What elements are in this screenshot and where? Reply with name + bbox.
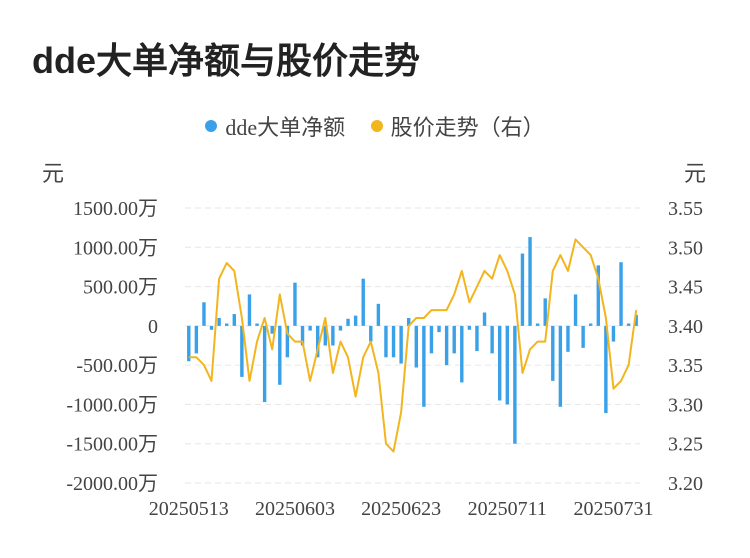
- left-tick-label: -2000.00万: [66, 473, 158, 495]
- left-axis-unit: 元: [42, 161, 65, 186]
- dde-bar: [444, 325, 449, 366]
- dde-bar: [604, 325, 608, 414]
- legend-dot-dde: [205, 120, 218, 132]
- dde-bar: [262, 325, 267, 403]
- dde-bar: [331, 325, 335, 346]
- legend-label-dde: dde大单净额: [225, 115, 346, 140]
- left-tick-label: -500.00万: [76, 355, 158, 377]
- dde-bar: [338, 325, 343, 331]
- x-tick-label: 20250603: [255, 498, 335, 520]
- dde-bar: [407, 318, 411, 326]
- dde-bar: [460, 325, 464, 383]
- dde-bar: [225, 323, 229, 326]
- dde-bar: [369, 325, 373, 342]
- dde-bar: [482, 312, 487, 326]
- dde-bar: [429, 325, 434, 354]
- left-tick-label: -1000.00万: [66, 394, 158, 416]
- dde-bar: [437, 325, 441, 333]
- dde-bar: [596, 265, 600, 326]
- left-tick-label: 1000.00万: [73, 237, 158, 259]
- dde-bar: [308, 325, 312, 331]
- legend-item-dde[interactable]: dde大单净额: [205, 110, 345, 142]
- dde-bar: [452, 325, 456, 354]
- left-tick-label: 0: [148, 316, 158, 338]
- dde-bar: [353, 315, 358, 326]
- price-line: [188, 238, 638, 453]
- dde-bar: [626, 323, 631, 326]
- dde-bar: [300, 325, 305, 346]
- dde-bar: [414, 325, 418, 368]
- left-tick-label: -1500.00万: [66, 434, 158, 456]
- x-tick-label: 20250731: [573, 498, 653, 520]
- dde-bar: [384, 325, 388, 358]
- right-tick-label: 3.20: [668, 473, 703, 495]
- dde-bar: [566, 325, 570, 352]
- dde-bar: [535, 323, 540, 326]
- dde-bar: [187, 325, 191, 362]
- dde-bar: [285, 325, 290, 358]
- dde-bar: [475, 325, 479, 351]
- dde-bar: [202, 302, 206, 326]
- right-tick-label: 3.45: [668, 277, 703, 299]
- dde-bar: [528, 237, 532, 326]
- dde-bar: [581, 325, 585, 348]
- dde-bar: [270, 325, 274, 334]
- dde-bar: [543, 298, 547, 326]
- dde-bar: [399, 325, 403, 364]
- right-tick-label: 3.50: [668, 237, 703, 259]
- left-tick-label: 500.00万: [83, 277, 158, 299]
- x-tick-label: 20250711: [468, 498, 547, 520]
- dde-bar: [505, 325, 509, 405]
- dde-bar: [551, 325, 555, 381]
- dde-bar: [217, 318, 221, 326]
- dde-bar: [194, 325, 199, 354]
- dde-bar: [255, 323, 259, 326]
- dde-bar: [589, 323, 593, 326]
- dde-bar: [391, 325, 396, 358]
- right-axis-unit: 元: [684, 161, 707, 186]
- dde-bar: [611, 325, 616, 342]
- legend-label-price: 股价走势（右）: [390, 115, 545, 140]
- dde-bar: [293, 282, 297, 326]
- right-tick-label: 3.35: [668, 355, 703, 377]
- legend-dot-price: [370, 120, 383, 132]
- dde-bar: [316, 325, 320, 358]
- dde-bar: [247, 294, 252, 326]
- dde-bar: [209, 325, 214, 330]
- x-tick-label: 20250623: [361, 498, 441, 520]
- dde-bar: [361, 278, 365, 326]
- dde-bar: [513, 325, 517, 444]
- right-tick-label: 3.40: [668, 316, 703, 338]
- right-tick-label: 3.30: [668, 394, 703, 416]
- dde-bar: [619, 262, 623, 326]
- dde-bar: [573, 294, 578, 326]
- dde-bar: [240, 325, 244, 377]
- legend: dde大单净额 股价走势（右）: [0, 110, 750, 142]
- dde-bar: [498, 325, 502, 401]
- dde-bar: [520, 253, 525, 326]
- dde-bar: [467, 325, 472, 330]
- x-tick-label: 20250513: [149, 498, 229, 520]
- dde-bar: [232, 314, 236, 326]
- dde-bar: [278, 325, 282, 385]
- right-tick-label: 3.55: [668, 198, 703, 220]
- dde-bar: [422, 325, 426, 407]
- left-tick-label: 1500.00万: [73, 198, 158, 220]
- dde-bar: [634, 314, 638, 326]
- legend-item-price[interactable]: 股价走势（右）: [370, 110, 545, 142]
- dde-bar: [558, 325, 563, 407]
- chart-title: dde大单净额与股价走势: [32, 40, 421, 81]
- dde-bar: [323, 325, 327, 346]
- right-tick-label: 3.25: [668, 434, 703, 456]
- dde-bar: [346, 318, 350, 326]
- dde-bar: [376, 303, 381, 326]
- dde-bar: [490, 325, 494, 354]
